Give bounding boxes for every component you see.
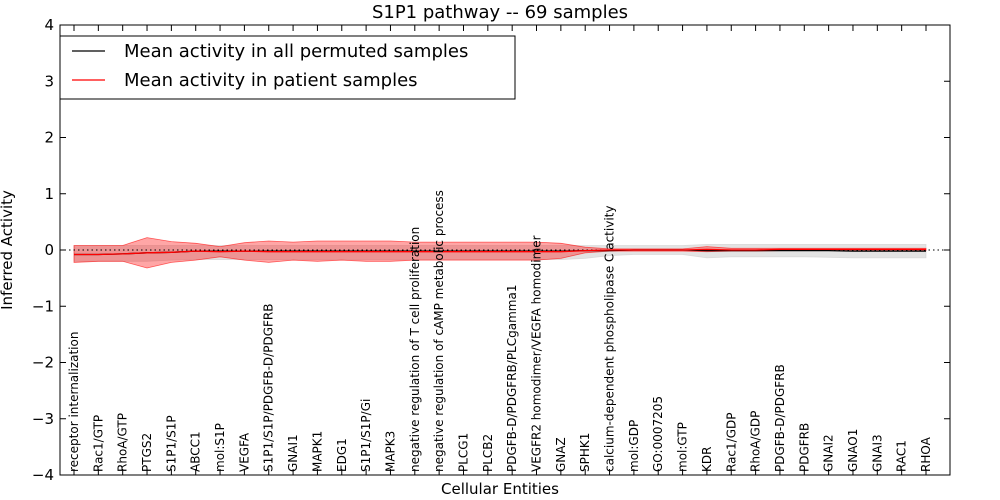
category-label: RhoA/GTP (116, 413, 130, 472)
y-tick-label: 2 (44, 129, 54, 147)
y-tick-label: 1 (44, 185, 54, 203)
y-tick-label: 4 (44, 16, 54, 34)
category-label: ABCC1 (189, 431, 203, 472)
y-tick-label: 3 (44, 72, 54, 90)
category-label: SPHK1 (578, 433, 592, 472)
category-label: KDR (700, 447, 714, 472)
category-label: negative regulation of cAMP metabolic pr… (432, 190, 446, 472)
category-label: mol:GDP (627, 420, 641, 472)
category-label: RAC1 (895, 440, 909, 472)
category-label: GNAO1 (846, 429, 860, 472)
category-label: PDGFRB (797, 423, 811, 472)
category-label: Rac1/GTP (91, 415, 105, 472)
chart-title: S1P1 pathway -- 69 samples (372, 2, 628, 23)
category-label: MAPK1 (310, 431, 324, 472)
y-axis: 4 3 2 1 0 −1 −2 −3 −4 (32, 16, 950, 484)
band-series-0 (73, 244, 927, 262)
legend-box (59, 35, 516, 100)
legend-label-patient: Mean activity in patient samples (124, 70, 418, 91)
category-label: RHOA (919, 436, 933, 472)
category-label: RhoA/GDP (749, 411, 763, 472)
x-axis: receptor internalization Rac1/GTP RhoA/GTP… (67, 25, 933, 475)
y-tick-label: −3 (32, 410, 54, 428)
category-label: PLCG1 (457, 433, 471, 472)
y-tick-label: −4 (32, 466, 54, 484)
category-label: S1P1/S1P (164, 415, 178, 472)
category-label: MAPK3 (384, 431, 398, 472)
category-label: GNAI1 (286, 434, 300, 472)
category-label: receptor internalization (67, 332, 81, 472)
category-label: S1P1/S1P/PDGFB-D/PDGFRB (262, 304, 276, 472)
x-axis-title: Cellular Entities (441, 480, 559, 498)
y-tick-label: −1 (32, 297, 54, 315)
category-label: calcium-dependent phospholipase C activi… (603, 206, 617, 472)
confidence-bands (73, 237, 927, 269)
category-label: VEGFA (237, 432, 251, 472)
series-lines (74, 248, 926, 256)
y-axis-title: Inferred Activity (0, 190, 16, 310)
line-series-1 (74, 248, 926, 256)
category-label: GO:0007205 (651, 396, 665, 472)
category-label: GNAI3 (870, 434, 884, 472)
category-label: GNAZ (554, 437, 568, 472)
category-label: PTGS2 (140, 433, 154, 472)
category-label: S1P1/S1P/Gi (359, 399, 373, 472)
category-label: PDGFB-D/PDGFRB/PLCgamma1 (505, 285, 519, 472)
category-label: negative regulation of T cell proliferat… (408, 227, 422, 472)
category-label: mol:GTP (676, 422, 690, 472)
category-label: PDGFB-D/PDGFRB (773, 364, 787, 472)
category-label: VEGFR2 homodimer/VEGFA homodimer (530, 235, 544, 472)
category-label: mol:S1P (213, 423, 227, 472)
y-tick-label: −2 (32, 354, 54, 372)
category-label: Rac1/GDP (724, 413, 738, 472)
legend-label-permuted: Mean activity in all permuted samples (124, 41, 468, 62)
y-tick-label: 0 (44, 241, 54, 259)
category-label: GNAI2 (822, 434, 836, 472)
category-label: PLCB2 (481, 434, 495, 472)
category-label: EDG1 (335, 438, 349, 472)
legend: Mean activity in all permuted samples Me… (59, 35, 516, 100)
